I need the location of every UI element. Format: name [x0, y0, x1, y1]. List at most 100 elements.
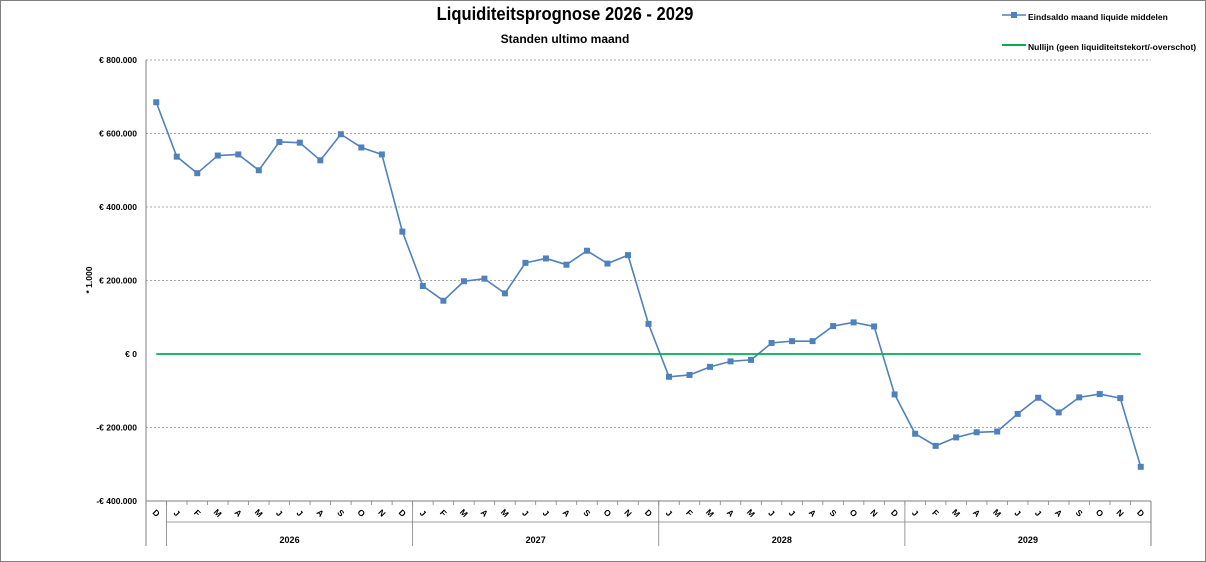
- data-point: [296, 139, 303, 146]
- x-tick-label: F: [192, 508, 203, 519]
- x-tick-label: M: [458, 507, 470, 519]
- x-tick-label: A: [315, 507, 326, 518]
- x-tick-label: S: [581, 507, 592, 518]
- x-tick-label: M: [253, 507, 265, 519]
- data-point: [768, 339, 775, 346]
- data-point: [850, 319, 857, 326]
- legend-swatch-nullijn: [1002, 44, 1026, 46]
- legend-item-saldo: Eindsaldo maand liquide middelen: [1002, 6, 1202, 36]
- data-point: [604, 260, 611, 267]
- x-tick-label: S: [828, 507, 839, 518]
- y-tick-label: € 600.000: [99, 129, 137, 139]
- x-tick-label: M: [212, 507, 224, 519]
- y-tick-label: € 800.000: [99, 55, 137, 65]
- data-point: [153, 99, 160, 106]
- x-tick-label: J: [910, 508, 921, 519]
- data-point: [789, 338, 796, 345]
- data-point: [542, 255, 549, 262]
- data-point: [255, 167, 262, 174]
- data-point: [1055, 409, 1062, 416]
- x-tick-label: F: [930, 508, 941, 519]
- x-tick-label: J: [295, 508, 306, 519]
- data-point: [666, 373, 673, 380]
- data-point: [912, 430, 919, 437]
- data-point: [1096, 391, 1103, 398]
- saldo-line: [155, 101, 1142, 468]
- x-tick-label: J: [520, 508, 531, 519]
- x-tick-label: N: [376, 507, 387, 518]
- data-point: [460, 278, 467, 285]
- y-tick-label: € 0: [125, 349, 137, 359]
- chart-title: Liquiditeitsprognose 2026 - 2029: [436, 4, 694, 24]
- x-tick-label: N: [868, 507, 879, 518]
- x-tick-label: M: [950, 507, 962, 519]
- data-point: [830, 323, 837, 330]
- x-tick-label: A: [971, 507, 982, 518]
- x-tick-label: J: [172, 508, 183, 519]
- x-tick-label: N: [1115, 507, 1126, 518]
- x-tick-label: S: [335, 507, 346, 518]
- x-tick-label: D: [643, 507, 654, 518]
- year-label: 2028: [772, 535, 792, 545]
- data-point: [235, 151, 242, 158]
- x-tick-label: D: [151, 507, 162, 518]
- data-point: [358, 144, 365, 151]
- x-tick-label: O: [848, 507, 860, 519]
- data-point: [440, 297, 447, 304]
- data-point: [399, 228, 406, 235]
- x-tick-label: M: [991, 507, 1003, 519]
- data-point: [563, 261, 570, 268]
- legend-label-saldo: Eindsaldo maand liquide middelen: [1028, 12, 1168, 22]
- x-tick-label: M: [499, 507, 511, 519]
- data-point: [727, 358, 734, 365]
- x-tick-label: J: [787, 508, 798, 519]
- y-tick-label: -€ 400.000: [96, 496, 137, 506]
- data-point: [378, 151, 385, 158]
- data-point: [645, 320, 652, 327]
- data-point: [1014, 410, 1021, 417]
- data-point: [624, 252, 631, 259]
- data-point: [707, 363, 714, 370]
- legend-swatch-saldo: [1002, 12, 1026, 18]
- x-tick-label: A: [725, 507, 736, 518]
- data-point: [337, 131, 344, 138]
- data-point: [317, 157, 324, 164]
- y-tick-label: -€ 200.000: [96, 423, 137, 433]
- data-point: [522, 259, 529, 266]
- x-tick-label: A: [1053, 507, 1064, 518]
- chart-subtitle: Standen ultimo maand: [500, 32, 630, 46]
- data-point: [994, 428, 1001, 435]
- x-tick-label: D: [889, 507, 900, 518]
- year-label: 2027: [526, 535, 546, 545]
- x-tick-label: J: [274, 508, 285, 519]
- x-tick-label: J: [664, 508, 675, 519]
- data-point: [194, 170, 201, 177]
- data-point: [276, 138, 283, 145]
- x-tick-label: F: [438, 508, 449, 519]
- data-point: [953, 434, 960, 441]
- y-tick-label: € 400.000: [99, 202, 137, 212]
- x-tick-label: N: [622, 507, 633, 518]
- x-tick-label: D: [397, 507, 408, 518]
- data-point: [583, 247, 590, 254]
- data-point: [214, 152, 221, 159]
- x-tick-label: O: [602, 507, 614, 519]
- data-point: [809, 338, 816, 345]
- x-tick-label: A: [479, 507, 490, 518]
- data-point: [173, 153, 180, 160]
- x-tick-label: O: [355, 507, 367, 519]
- data-point: [1076, 394, 1083, 401]
- x-tick-label: D: [1135, 507, 1146, 518]
- x-tick-label: J: [766, 508, 777, 519]
- x-tick-label: A: [233, 507, 244, 518]
- x-tick-label: J: [1033, 508, 1044, 519]
- data-point: [1137, 463, 1144, 470]
- data-point: [932, 442, 939, 449]
- year-label: 2029: [1018, 535, 1038, 545]
- x-tick-label: M: [745, 507, 757, 519]
- x-tick-label: F: [684, 508, 695, 519]
- data-point: [748, 356, 755, 363]
- data-point: [686, 371, 693, 378]
